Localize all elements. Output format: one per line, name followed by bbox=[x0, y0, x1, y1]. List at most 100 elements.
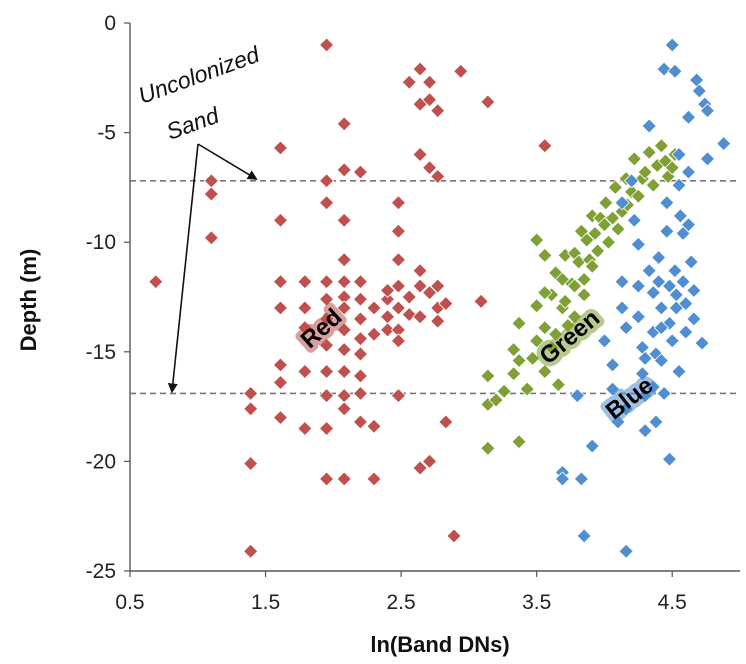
blue-point bbox=[664, 333, 680, 349]
blue-point bbox=[686, 282, 702, 298]
red-point bbox=[430, 103, 446, 119]
blue-point bbox=[680, 164, 697, 180]
blue-point bbox=[584, 438, 600, 454]
y-axis-title: Depth (m) bbox=[16, 249, 41, 352]
blue-point bbox=[618, 320, 634, 336]
data-points bbox=[148, 37, 732, 559]
blue-point bbox=[605, 357, 621, 373]
green-point bbox=[537, 363, 553, 380]
green-point bbox=[576, 271, 592, 288]
green-point bbox=[529, 232, 545, 248]
blue-point bbox=[659, 195, 675, 211]
red-point bbox=[336, 162, 352, 178]
red-point bbox=[318, 388, 335, 404]
red-point bbox=[336, 274, 352, 290]
green-point bbox=[525, 350, 541, 366]
blue-point bbox=[653, 300, 669, 316]
green-point bbox=[537, 320, 553, 336]
blue-point bbox=[569, 388, 585, 404]
green-point bbox=[605, 210, 621, 226]
red-point bbox=[203, 173, 219, 189]
blue-point bbox=[641, 118, 657, 134]
red-point bbox=[272, 300, 289, 316]
blue-point bbox=[605, 381, 621, 397]
green-point bbox=[557, 293, 573, 309]
red-point bbox=[390, 195, 406, 211]
uncolonized-sand-annotation: Uncolonized Sand bbox=[135, 41, 264, 394]
red-point bbox=[537, 138, 553, 154]
blue-point bbox=[678, 296, 694, 312]
green-point bbox=[567, 278, 583, 294]
red-point bbox=[352, 385, 369, 402]
blue-point bbox=[630, 236, 646, 252]
green-point bbox=[641, 144, 657, 160]
red-point bbox=[318, 363, 335, 380]
red-point bbox=[352, 414, 369, 430]
blue-point bbox=[683, 254, 699, 270]
red-point bbox=[401, 74, 417, 90]
red-point bbox=[318, 291, 335, 307]
x-axis-title: ln(Band DNs) bbox=[370, 632, 509, 657]
blue-point bbox=[656, 61, 672, 77]
blue-point bbox=[653, 353, 669, 369]
red-point bbox=[148, 274, 164, 290]
red-point bbox=[318, 37, 335, 53]
green-point bbox=[590, 243, 606, 259]
blue-point bbox=[614, 195, 630, 211]
green-point bbox=[664, 160, 680, 176]
green-point bbox=[548, 326, 564, 342]
green-point bbox=[529, 333, 545, 349]
red-point bbox=[438, 296, 454, 312]
green-point bbox=[596, 217, 613, 233]
blue-point bbox=[618, 543, 634, 559]
red-point bbox=[243, 401, 259, 417]
red-point bbox=[390, 300, 406, 316]
green-point bbox=[519, 381, 535, 397]
x-axis-ticks: 0.5 1.5 2.5 3.5 4.5 bbox=[115, 571, 687, 614]
green-point bbox=[587, 225, 603, 241]
blue-point bbox=[634, 339, 650, 355]
red-point bbox=[336, 300, 352, 316]
green-point bbox=[506, 366, 522, 382]
green-point bbox=[506, 342, 522, 358]
x-tick-label: 2.5 bbox=[387, 591, 416, 614]
blue-point bbox=[699, 151, 716, 167]
red-point bbox=[336, 342, 352, 358]
red-point bbox=[422, 160, 438, 176]
red-point bbox=[352, 164, 369, 180]
blue-point bbox=[667, 263, 683, 279]
blue-point bbox=[651, 249, 667, 266]
red-point bbox=[412, 278, 428, 294]
blue-point bbox=[626, 212, 642, 228]
red-point bbox=[473, 293, 489, 309]
green-point bbox=[550, 377, 566, 393]
red-point bbox=[318, 337, 335, 353]
blue-point bbox=[630, 309, 646, 325]
annotation-arrows bbox=[167, 143, 258, 394]
red-point bbox=[412, 263, 428, 279]
y-tick-label: -10 bbox=[86, 231, 116, 254]
green-point bbox=[598, 195, 614, 211]
y-tick-label: -15 bbox=[86, 341, 116, 364]
red-point bbox=[366, 300, 382, 316]
red-point bbox=[352, 311, 369, 327]
blue-point bbox=[637, 423, 653, 439]
red-point bbox=[272, 212, 289, 228]
x-tick-label: 0.5 bbox=[115, 591, 144, 614]
red-point bbox=[390, 333, 406, 349]
blue-point bbox=[634, 366, 650, 382]
green-point bbox=[600, 234, 617, 250]
blue-point bbox=[659, 223, 675, 239]
annotation-line-1: Uncolonized bbox=[135, 41, 264, 109]
blue-point bbox=[691, 83, 707, 99]
green-point bbox=[584, 258, 600, 274]
green-point bbox=[637, 164, 653, 180]
red-point bbox=[318, 311, 335, 327]
blue-point bbox=[630, 278, 646, 294]
red-point bbox=[352, 291, 369, 307]
x-tick-label: 3.5 bbox=[522, 591, 551, 614]
red-point bbox=[336, 322, 352, 338]
blue-point bbox=[689, 72, 705, 88]
blue-point bbox=[671, 177, 687, 193]
